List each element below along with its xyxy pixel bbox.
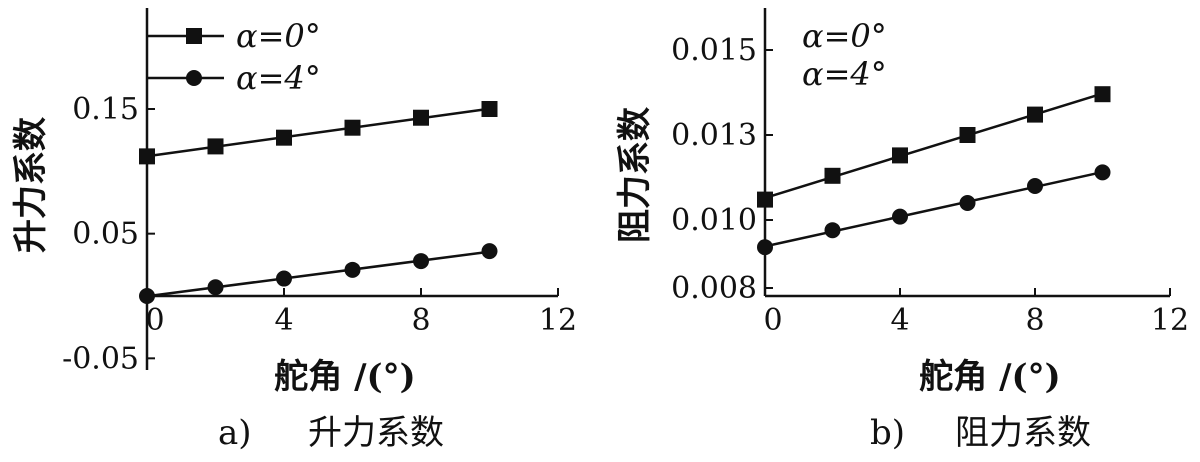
data-point-circle-lift — [344, 261, 361, 278]
data-point-circle-lift — [207, 279, 224, 296]
panel-label-a: a) — [218, 413, 252, 453]
data-point-circle-lift — [139, 288, 155, 304]
plot-area-lift: -0.05 0.05 0.15 0 4 8 12 α=0° α=4° — [62, 8, 577, 376]
data-point-circle-drag — [1094, 164, 1111, 181]
data-point-circle-drag — [1027, 178, 1043, 194]
x-tick-label-lift: 12 — [539, 303, 577, 338]
series-line-lift-0 — [146, 107, 490, 158]
panel-label-b: b) — [870, 413, 905, 453]
legend-marker-square-lift — [186, 28, 202, 44]
data-point-circle-lift — [413, 253, 429, 270]
legend-label-drag-1: α=4° — [802, 55, 887, 93]
x-tick-label-drag: 4 — [890, 303, 909, 338]
y-tick-label-drag: 0.013 — [671, 118, 757, 153]
data-point-square-lift — [276, 129, 292, 146]
data-point-circle-drag — [824, 222, 841, 239]
xlabel-lift: 舵角 /(°) — [274, 357, 415, 397]
y-tick-label-lift: 0.15 — [72, 92, 139, 127]
data-point-circle-drag — [757, 239, 773, 256]
caption-b: 阻力系数 — [955, 413, 1091, 453]
data-point-square-drag — [1094, 86, 1111, 103]
data-point-circle-drag — [892, 208, 908, 225]
legend-label-lift-1: α=4° — [236, 59, 321, 97]
plot-area-drag: 0.008 0.010 0.013 0.015 0 4 8 12 α=0°α=4° — [671, 8, 1189, 338]
x-tick-label-drag: 12 — [1151, 303, 1189, 338]
caption-a: 升力系数 — [308, 413, 444, 453]
data-point-square-drag — [1027, 106, 1043, 123]
series-line-drag-1 — [764, 170, 1103, 248]
data-point-square-drag — [824, 167, 841, 184]
x-tick-label-drag: 0 — [763, 303, 782, 338]
data-point-circle-lift — [276, 270, 292, 287]
xlabel-drag: 舵角 /(°) — [919, 357, 1060, 397]
legend-label-drag-0: α=0° — [802, 17, 887, 55]
y-tick-label-lift: 0.05 — [72, 217, 139, 252]
panel-b: 0.008 0.010 0.013 0.015 0 4 8 12 α=0°α=4° 阻力系数 舵… — [615, 8, 1189, 453]
y-tick-label-drag: 0.008 — [671, 271, 757, 306]
data-point-square-lift — [413, 109, 429, 126]
data-point-square-lift — [344, 119, 361, 136]
x-tick-label-lift: 8 — [411, 303, 430, 338]
legend-label-lift-0: α=0° — [236, 17, 321, 55]
data-point-square-lift — [207, 138, 224, 155]
series-line-lift-1 — [146, 250, 490, 298]
y-tick-label-drag: 0.015 — [671, 33, 757, 68]
data-point-square-drag — [757, 191, 773, 208]
x-tick-label-lift: 0 — [145, 303, 164, 338]
x-tick-label-drag: 8 — [1025, 303, 1044, 338]
data-point-circle-drag — [959, 195, 976, 211]
data-point-square-drag — [892, 147, 908, 164]
ylabel-lift: 升力系数 — [11, 117, 51, 253]
series-line-drag-0 — [764, 92, 1103, 200]
panel-a: -0.050.050.150 4 8 12α=0°α=4° 升力系数 舵角 /(°) … — [11, 8, 577, 453]
ylabel-drag: 阻力系数 — [615, 107, 655, 243]
data-point-square-lift — [481, 101, 498, 117]
legend-marker-circle-lift — [186, 70, 202, 86]
data-point-square-drag — [959, 127, 976, 143]
data-point-circle-lift — [481, 243, 498, 260]
y-tick-label-drag: 0.010 — [671, 203, 757, 238]
y-tick-label-lift: -0.05 — [62, 341, 139, 376]
x-tick-label-lift: 4 — [274, 303, 293, 338]
data-point-square-lift — [139, 148, 155, 165]
